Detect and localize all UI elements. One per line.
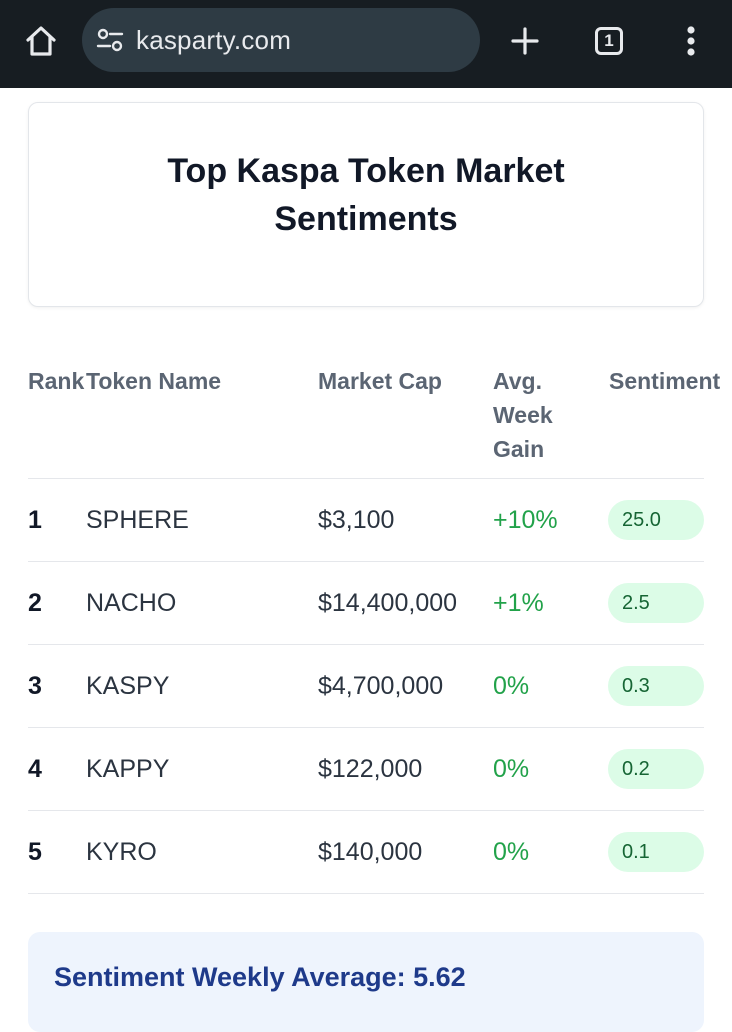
home-button[interactable] xyxy=(20,20,62,62)
title-card: Top Kaspa Token Market Sentiments xyxy=(28,102,704,307)
gain-cell: 0% xyxy=(493,837,530,866)
address-bar[interactable]: kasparty.com xyxy=(82,8,480,72)
sentiment-cell: 0.2 xyxy=(608,728,704,810)
site-settings-icon[interactable] xyxy=(96,26,124,54)
token-name-cell: NACHO xyxy=(86,588,177,617)
sentiment-cell: 0.3 xyxy=(608,645,704,727)
rank-cell: 2 xyxy=(28,588,42,617)
sentiment-table: Rank Token Name Market Cap Avg. Week Gai… xyxy=(28,360,720,894)
table-row: 5 KYRO $140,000 0% 0.1 xyxy=(28,811,704,894)
market-cap-cell: $14,400,000 xyxy=(318,588,458,617)
market-cap-cell: $4,700,000 xyxy=(318,671,444,700)
market-cap-cell: $3,100 xyxy=(318,505,395,534)
rank-cell: 3 xyxy=(28,671,42,700)
table-row: 2 NACHO $14,400,000 +1% 2.5 xyxy=(28,562,704,645)
column-header-sentiment: Sentiment xyxy=(609,368,721,394)
token-name-cell: KASPY xyxy=(86,671,170,700)
column-header-token-name: Token Name xyxy=(86,368,222,394)
rank-cell: 5 xyxy=(28,837,42,866)
browser-menu-button[interactable] xyxy=(676,20,706,62)
gain-cell: +1% xyxy=(493,588,544,617)
plus-icon xyxy=(511,27,539,55)
browser-toolbar: kasparty.com 1 xyxy=(0,0,732,88)
market-cap-cell: $122,000 xyxy=(318,754,423,783)
url-text[interactable]: kasparty.com xyxy=(136,24,292,55)
sentiment-cell: 0.1 xyxy=(608,811,704,893)
more-vert-icon xyxy=(687,26,695,56)
sentiment-cell: 25.0 xyxy=(608,479,704,561)
column-header-rank: Rank xyxy=(28,368,85,394)
table-header: Rank Token Name Market Cap Avg. Week Gai… xyxy=(28,360,720,479)
sentiment-cell: 2.5 xyxy=(608,562,704,644)
sentiment-badge: 25.0 xyxy=(608,500,704,540)
token-name-cell: KAPPY xyxy=(86,754,170,783)
tab-switcher-button[interactable]: 1 xyxy=(592,24,626,58)
table-row: 1 SPHERE $3,100 +10% 25.0 xyxy=(28,479,704,562)
market-cap-cell: $140,000 xyxy=(318,837,423,866)
table-row: 4 KAPPY $122,000 0% 0.2 xyxy=(28,728,704,811)
rank-cell: 4 xyxy=(28,754,42,783)
table-row: 3 KASPY $4,700,000 0% 0.3 xyxy=(28,645,704,728)
token-name-cell: KYRO xyxy=(86,837,157,866)
weekly-average-text: Sentiment Weekly Average: 5.62 xyxy=(54,962,466,992)
home-icon xyxy=(26,26,56,56)
weekly-average-panel: Sentiment Weekly Average: 5.62 xyxy=(28,932,704,1032)
sentiment-badge: 0.1 xyxy=(608,832,704,872)
sentiment-badge: 0.3 xyxy=(608,666,704,706)
page-title: Top Kaspa Token Market Sentiments xyxy=(167,152,565,238)
token-name-cell: SPHERE xyxy=(86,505,189,534)
sentiment-badge: 0.2 xyxy=(608,749,704,789)
column-header-market-cap: Market Cap xyxy=(318,368,442,394)
tab-switcher-icon: 1 xyxy=(595,27,623,55)
sentiment-badge: 2.5 xyxy=(608,583,704,623)
gain-cell: 0% xyxy=(493,754,530,783)
rank-cell: 1 xyxy=(28,505,42,534)
gain-cell: +10% xyxy=(493,505,558,534)
gain-cell: 0% xyxy=(493,671,530,700)
column-header-avg-week-gain: Avg. Week Gain xyxy=(493,368,553,462)
tab-count: 1 xyxy=(604,31,614,50)
new-tab-button[interactable] xyxy=(504,20,546,62)
